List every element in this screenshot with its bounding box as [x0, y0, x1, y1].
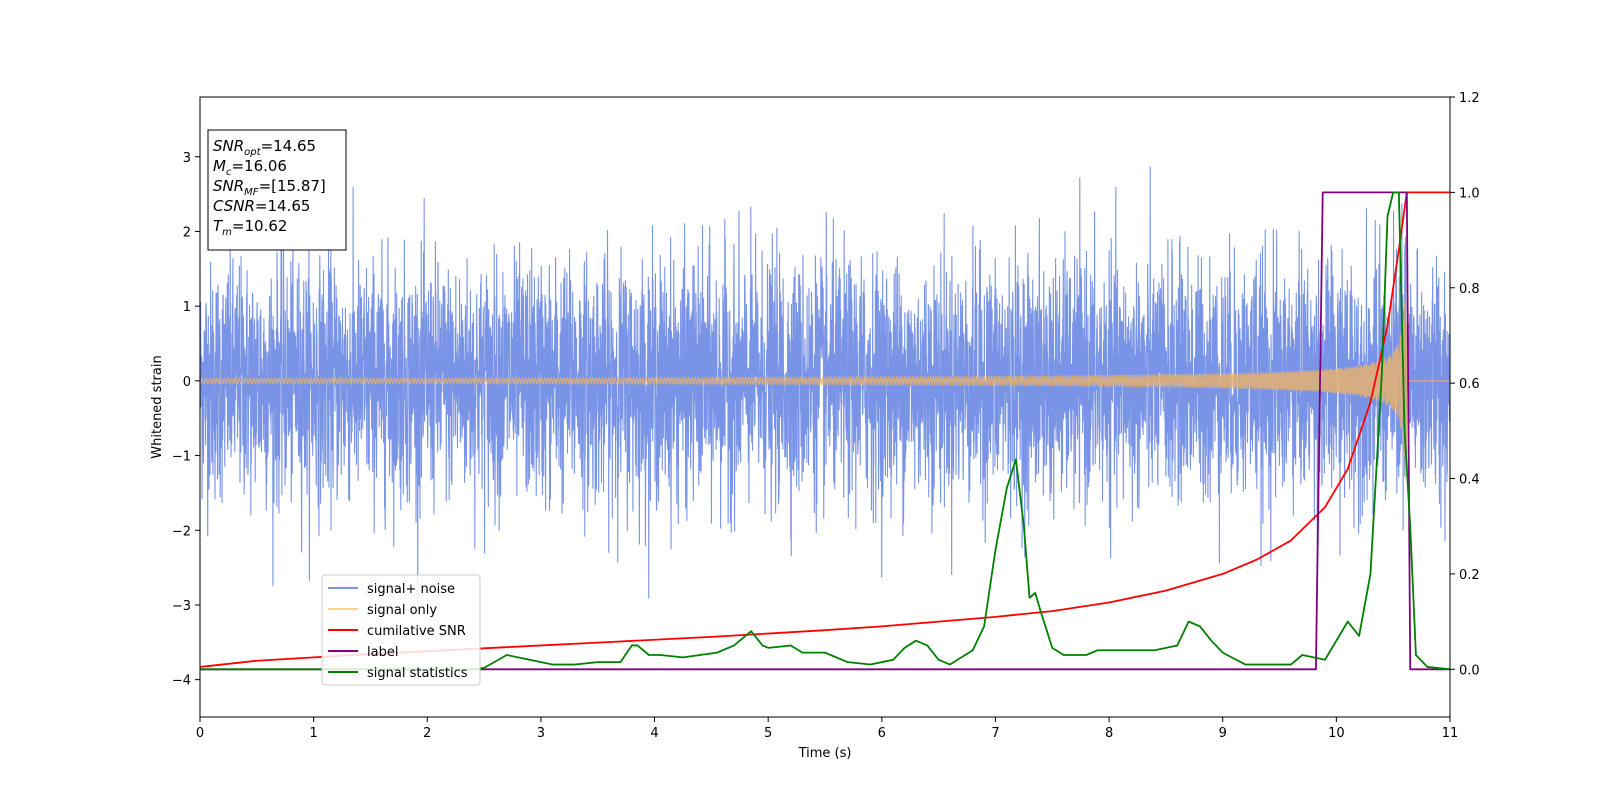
y-tick-label-1: −3 [172, 599, 191, 614]
y2-tick-label-5: 1.0 [1459, 186, 1480, 201]
info-line-0: SNRopt=14.65 [213, 137, 316, 158]
y2-tick-label-3: 0.6 [1459, 377, 1480, 392]
x-axis: 0 1 2 3 4 5 6 7 8 9 10 11 [196, 717, 1458, 741]
x-tick-label-2: 2 [423, 726, 431, 741]
series-line-0 [200, 166, 1450, 616]
x-tick-label-6: 6 [878, 726, 886, 741]
y-tick-label-7: 3 [183, 151, 191, 166]
x-tick-label-3: 3 [537, 726, 545, 741]
info-line-4: Tm=10.62 [213, 217, 287, 238]
y-tick-label-6: 2 [183, 225, 191, 240]
x-tick-label-4: 4 [650, 726, 658, 741]
y2-tick-label-0: 0.0 [1459, 663, 1480, 678]
y2-tick-label-6: 1.2 [1459, 91, 1480, 106]
legend-label-3: label [367, 645, 398, 660]
x-tick-label-11: 11 [1442, 726, 1459, 741]
x-axis-label: Time (s) [798, 746, 852, 761]
x-tick-label-5: 5 [764, 726, 772, 741]
y-axis-left: −4 −3 −2 −1 0 1 2 3 [172, 151, 200, 689]
info-line-3: CSNR=14.65 [213, 197, 310, 215]
info-box: SNRopt=14.65Mc=16.06SNRMF=[15.87]CSNR=14… [207, 129, 347, 251]
legend-label-1: signal only [367, 603, 437, 618]
x-tick-label-0: 0 [196, 726, 204, 741]
plot-frame [199, 96, 1451, 718]
series-line-1 [200, 302, 1450, 479]
info-line-1: Mc=16.06 [213, 157, 287, 178]
y-tick-label-3: −1 [172, 450, 191, 465]
legend-label-2: cumilative SNR [367, 624, 466, 639]
series-line-4 [200, 191, 1450, 671]
x-tick-label-1: 1 [309, 726, 317, 741]
y2-tick-label-2: 0.4 [1459, 473, 1480, 488]
y-axis-right: 0.0 0.2 0.4 0.6 0.8 1.0 1.2 [1450, 91, 1480, 678]
legend: signal+ noise signal only cumilative SNR la… [321, 574, 481, 686]
y-tick-label-2: −2 [172, 524, 191, 539]
x-tick-label-9: 9 [1219, 726, 1227, 741]
series-line-3 [200, 191, 1450, 671]
legend-label-0: signal+ noise [367, 582, 455, 597]
x-tick-label-7: 7 [991, 726, 999, 741]
x-tick-label-8: 8 [1105, 726, 1113, 741]
y-tick-label-5: 1 [183, 300, 191, 315]
y-axis-label: Whitened strain [150, 355, 165, 458]
y-tick-label-4: 0 [183, 375, 191, 390]
y2-tick-label-1: 0.2 [1459, 568, 1480, 583]
legend-label-4: signal statistics [367, 666, 468, 681]
info-line-2: SNRMF=[15.87] [213, 177, 326, 198]
y-tick-label-0: −4 [172, 674, 191, 689]
x-tick-label-10: 10 [1328, 726, 1345, 741]
y2-tick-label-4: 0.8 [1459, 282, 1480, 297]
